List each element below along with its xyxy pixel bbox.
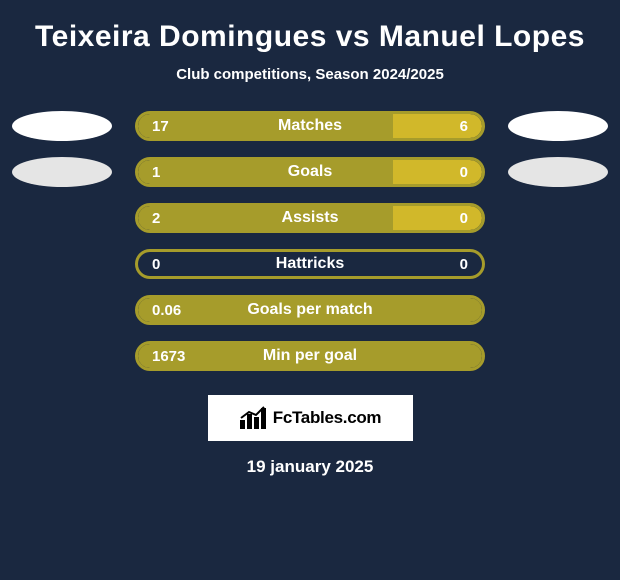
- stat-bar-track: 1673 Min per goal: [135, 341, 485, 371]
- stat-rows: 17 6 Matches 1 0 Goals 2 0 Assists 0 0 Hattricks 0.0…: [0, 111, 620, 371]
- stat-value-right: 0: [460, 164, 468, 181]
- stat-value-left: 1673: [152, 348, 185, 365]
- player-avatar-right: [508, 157, 608, 187]
- player-avatar-left: [12, 157, 112, 187]
- bar-fill-right: [393, 160, 482, 184]
- stat-value-right: 6: [460, 118, 468, 135]
- bar-fill-left: [138, 114, 393, 138]
- stat-bar-track: 1 0 Goals: [135, 157, 485, 187]
- date-label: 19 january 2025: [247, 457, 374, 477]
- bar-fill-right: [393, 206, 482, 230]
- player-avatar-left: [12, 111, 112, 141]
- stat-label: Assists: [282, 209, 339, 227]
- stat-row: 0 0 Hattricks: [0, 249, 620, 279]
- stat-label: Matches: [278, 117, 342, 135]
- stat-row: 2 0 Assists: [0, 203, 620, 233]
- bar-fill-right: [393, 114, 482, 138]
- stat-row: 1 0 Goals: [0, 157, 620, 187]
- stat-row: 1673 Min per goal: [0, 341, 620, 371]
- bar-fill-left: [138, 160, 393, 184]
- stat-row: 17 6 Matches: [0, 111, 620, 141]
- stat-bar-track: 2 0 Assists: [135, 203, 485, 233]
- fctables-icon: [239, 406, 267, 430]
- page-title: Teixeira Domingues vs Manuel Lopes: [35, 20, 585, 54]
- stat-row: 0.06 Goals per match: [0, 295, 620, 325]
- stat-value-left: 17: [152, 118, 169, 135]
- stat-bar-track: 0.06 Goals per match: [135, 295, 485, 325]
- stat-value-left: 0.06: [152, 302, 181, 319]
- subtitle: Club competitions, Season 2024/2025: [176, 66, 444, 83]
- stat-value-right: 0: [460, 210, 468, 227]
- stat-label: Goals per match: [247, 301, 372, 319]
- player-avatar-right: [508, 111, 608, 141]
- bar-fill-left: [138, 206, 393, 230]
- stat-value-left: 2: [152, 210, 160, 227]
- stat-bar-track: 17 6 Matches: [135, 111, 485, 141]
- logo-box: FcTables.com: [208, 395, 413, 441]
- stat-value-right: 0: [460, 256, 468, 273]
- stat-value-left: 1: [152, 164, 160, 181]
- stat-bar-track: 0 0 Hattricks: [135, 249, 485, 279]
- stat-value-left: 0: [152, 256, 160, 273]
- logo-text: FcTables.com: [273, 408, 382, 428]
- stat-label: Min per goal: [263, 347, 357, 365]
- comparison-infographic: Teixeira Domingues vs Manuel Lopes Club …: [0, 0, 620, 497]
- stat-label: Hattricks: [276, 255, 344, 273]
- stat-label: Goals: [288, 163, 332, 181]
